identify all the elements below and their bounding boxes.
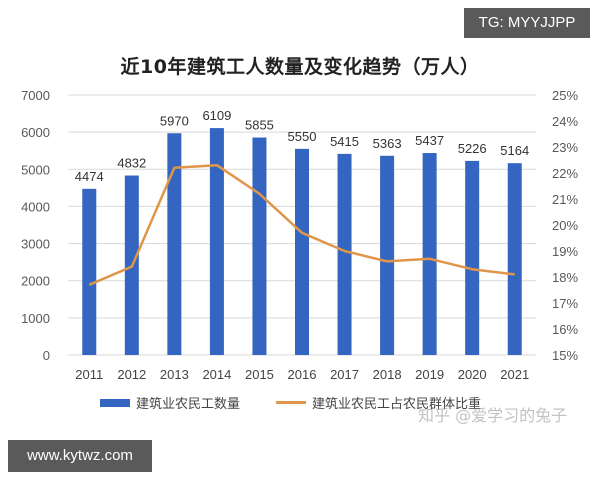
bar-value-label: 6109 bbox=[202, 108, 231, 123]
tg-badge: TG: MYYJJPP bbox=[464, 8, 590, 38]
right-axis-tick: 19% bbox=[552, 244, 578, 259]
legend-item-bar: 建筑业农民工数量 bbox=[100, 393, 240, 412]
right-axis-tick: 21% bbox=[552, 192, 578, 207]
right-axis-tick: 15% bbox=[552, 348, 578, 363]
left-axis-tick: 4000 bbox=[21, 199, 50, 214]
right-axis-tick: 23% bbox=[552, 140, 578, 155]
left-axis-tick: 5000 bbox=[21, 162, 50, 177]
bar bbox=[82, 188, 97, 355]
bar bbox=[295, 148, 309, 355]
x-axis-tick: 2017 bbox=[330, 367, 359, 382]
bar bbox=[507, 163, 522, 355]
x-axis-tick: 2014 bbox=[202, 367, 231, 382]
bar-value-label: 5415 bbox=[330, 134, 359, 149]
left-axis-tick: 1000 bbox=[21, 311, 50, 326]
legend-label-line: 建筑业农民工占农民群体比重 bbox=[312, 397, 482, 412]
left-axis-tick: 7000 bbox=[21, 88, 50, 103]
chart-legend: 建筑业农民工数量 建筑业农民工占农民群体比重 bbox=[100, 393, 517, 412]
right-axis-tick: 16% bbox=[552, 322, 578, 337]
right-axis-tick: 22% bbox=[552, 166, 578, 181]
bar bbox=[337, 153, 352, 355]
right-axis-tick: 17% bbox=[552, 296, 578, 311]
bar-value-label: 5855 bbox=[245, 118, 274, 133]
bar-value-label: 5970 bbox=[160, 113, 189, 128]
left-axis-tick: 2000 bbox=[21, 274, 50, 289]
bar bbox=[465, 160, 480, 355]
bar-value-label: 5226 bbox=[458, 141, 487, 156]
x-axis-tick: 2015 bbox=[245, 367, 274, 382]
left-axis-tick: 3000 bbox=[21, 237, 50, 252]
x-axis-tick: 2020 bbox=[458, 367, 487, 382]
x-axis-tick: 2018 bbox=[373, 367, 402, 382]
bar-value-label: 5363 bbox=[373, 136, 402, 151]
line-swatch-icon bbox=[276, 401, 307, 404]
x-axis-tick: 2021 bbox=[500, 367, 529, 382]
right-axis-tick: 18% bbox=[552, 270, 578, 285]
bar bbox=[422, 153, 437, 355]
right-axis-tick: 24% bbox=[552, 114, 578, 129]
x-axis-tick: 2013 bbox=[160, 367, 189, 382]
x-axis-tick: 2012 bbox=[117, 367, 146, 382]
left-axis-tick: 6000 bbox=[21, 125, 50, 140]
ratio-line bbox=[88, 163, 515, 286]
bar-swatch-icon bbox=[100, 398, 130, 407]
watermark: 知乎 @爱学习的兔子 bbox=[418, 406, 568, 425]
legend-item-line: 建筑业农民工占农民群体比重 bbox=[276, 393, 481, 412]
bar-value-label: 4832 bbox=[117, 156, 146, 171]
right-axis-tick: 25% bbox=[552, 88, 578, 103]
right-axis-tick: 20% bbox=[552, 218, 578, 233]
legend-label-bar: 建筑业农民工数量 bbox=[136, 397, 241, 412]
chart-title: 近10年建筑工人数量及变化趋势（万人） bbox=[120, 56, 480, 78]
bar bbox=[380, 155, 395, 355]
bar-value-label: 4474 bbox=[75, 169, 104, 184]
left-axis-tick: 0 bbox=[43, 348, 50, 363]
bar-value-label: 5550 bbox=[288, 129, 317, 144]
bar bbox=[209, 128, 224, 355]
x-axis-tick: 2011 bbox=[75, 367, 103, 382]
bar-value-label: 5164 bbox=[500, 143, 529, 158]
x-axis-tick: 2016 bbox=[288, 367, 317, 382]
bar bbox=[252, 137, 267, 355]
bar-value-label: 5437 bbox=[415, 133, 444, 148]
site-badge: www.kytwz.com bbox=[8, 440, 152, 472]
x-axis-tick: 2019 bbox=[415, 367, 444, 382]
bar bbox=[167, 133, 182, 355]
